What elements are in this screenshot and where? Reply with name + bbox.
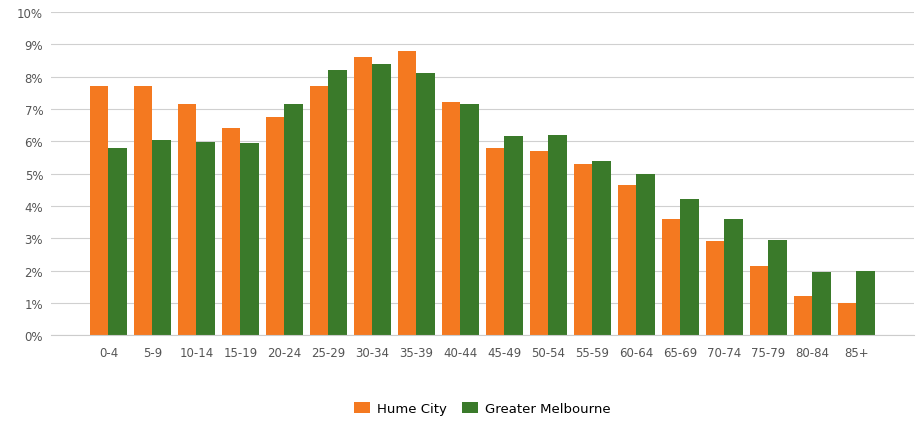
Bar: [461, 105, 479, 335]
Bar: [416, 74, 435, 335]
Bar: [485, 148, 504, 335]
Bar: [617, 185, 636, 335]
Bar: [266, 118, 284, 335]
Bar: [856, 271, 874, 335]
Bar: [152, 140, 171, 335]
Bar: [240, 144, 258, 335]
Bar: [768, 240, 786, 335]
Bar: [284, 105, 303, 335]
Bar: [706, 242, 725, 335]
Bar: [310, 87, 329, 335]
Legend: Hume City, Greater Melbourne: Hume City, Greater Melbourne: [349, 397, 616, 421]
Bar: [662, 219, 680, 335]
Bar: [837, 303, 856, 335]
Bar: [109, 148, 127, 335]
Bar: [593, 161, 611, 335]
Bar: [372, 64, 390, 335]
Bar: [197, 142, 215, 335]
Bar: [442, 103, 461, 335]
Bar: [530, 152, 548, 335]
Bar: [725, 219, 743, 335]
Bar: [222, 129, 240, 335]
Bar: [574, 165, 593, 335]
Bar: [680, 200, 699, 335]
Bar: [812, 273, 831, 335]
Bar: [354, 58, 372, 335]
Bar: [398, 52, 416, 335]
Bar: [636, 174, 654, 335]
Bar: [329, 71, 347, 335]
Bar: [504, 137, 522, 335]
Bar: [794, 297, 812, 335]
Bar: [749, 266, 768, 335]
Bar: [134, 87, 152, 335]
Bar: [90, 87, 109, 335]
Bar: [548, 135, 567, 335]
Bar: [178, 105, 197, 335]
